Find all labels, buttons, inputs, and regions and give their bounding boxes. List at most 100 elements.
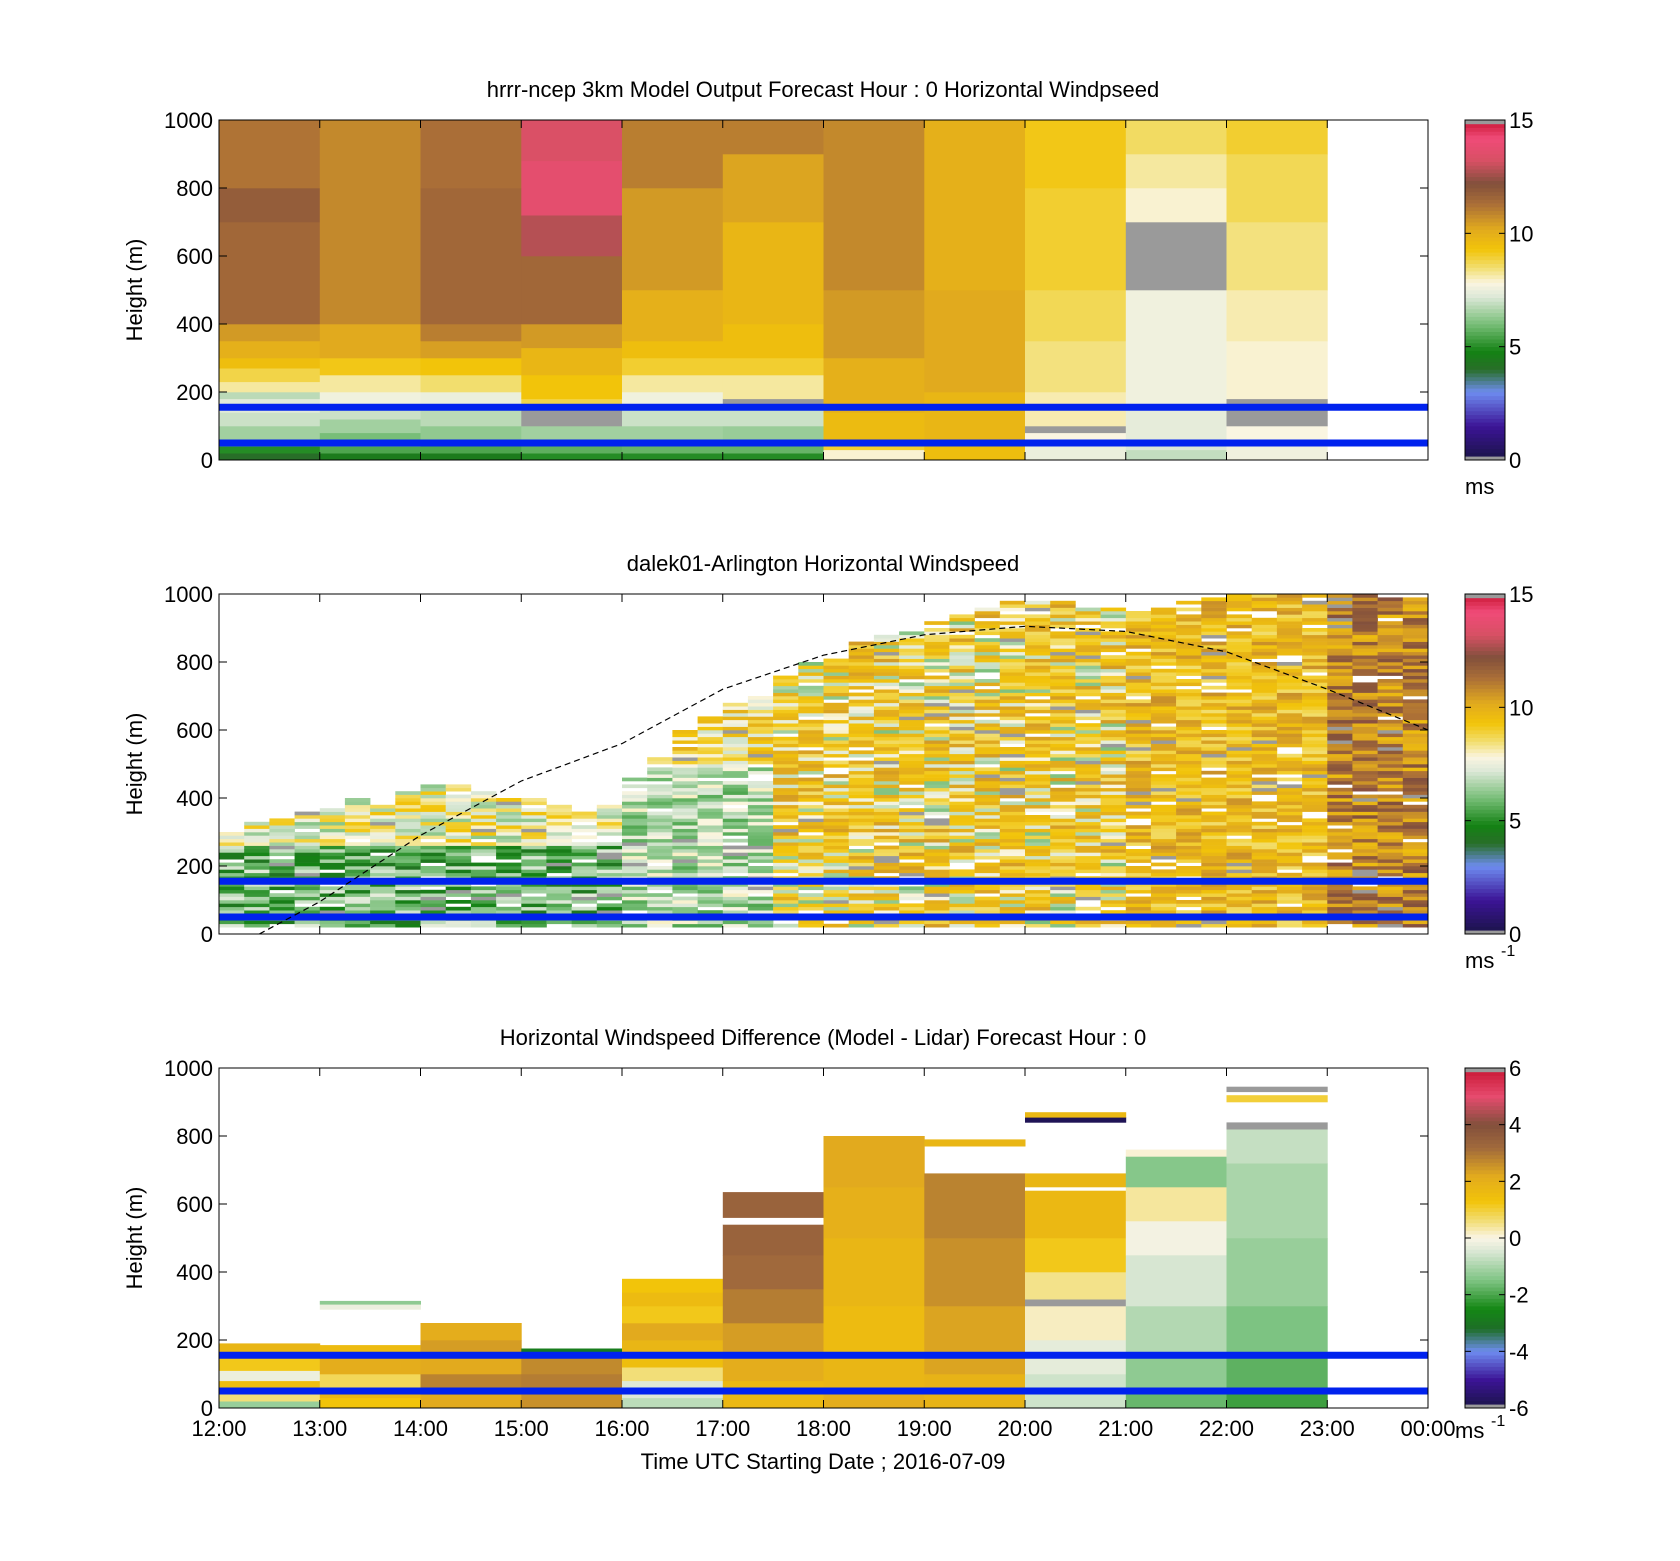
heatmap-cell (1327, 838, 1353, 843)
heatmap-cell (999, 709, 1026, 714)
heatmap-cell (596, 883, 623, 887)
heatmap-cell (672, 733, 698, 738)
heatmap-cell (622, 1323, 724, 1341)
heatmap-cell (1201, 845, 1227, 850)
heatmap-cell (1201, 784, 1227, 789)
heatmap-cell (219, 849, 245, 853)
heatmap-cell (1276, 600, 1303, 605)
heatmap-cell (999, 753, 1026, 758)
heatmap-cell (999, 631, 1026, 636)
heatmap-cell (1125, 906, 1152, 911)
colorbar-frame (1464, 119, 1506, 461)
heatmap-cell (1402, 791, 1428, 795)
heatmap-cell (899, 791, 925, 795)
heatmap-cell (899, 689, 925, 693)
heatmap-cell (294, 883, 321, 887)
heatmap-cell (1201, 794, 1227, 799)
heatmap-cell (1201, 706, 1227, 710)
heatmap-cell (1352, 781, 1378, 785)
heatmap-cell (1302, 825, 1328, 829)
colorbar-segment (1465, 354, 1505, 359)
heatmap-cell (974, 808, 1001, 812)
colorbar-segment (1465, 1230, 1505, 1235)
heatmap-cell (1150, 675, 1177, 680)
heatmap-cell (924, 821, 950, 826)
heatmap-cell (1276, 920, 1303, 925)
colorbar-segment (1465, 1275, 1505, 1280)
heatmap-cell (1352, 665, 1378, 670)
heatmap-cell (722, 920, 749, 925)
heatmap-cell (999, 665, 1026, 670)
heatmap-cell (899, 828, 925, 833)
heatmap-cell (1025, 835, 1051, 840)
heatmap-cell (949, 828, 975, 833)
heatmap-cell (873, 774, 900, 778)
heatmap-cell (1302, 781, 1328, 785)
heatmap-cell (722, 869, 749, 874)
heatmap-cell (319, 842, 346, 846)
heatmap-cell (899, 665, 925, 670)
heatmap-cell (672, 815, 698, 819)
heatmap-cell (1377, 784, 1404, 789)
heatmap-cell (1100, 655, 1127, 659)
heatmap-cell (924, 716, 950, 721)
heatmap-cell (1251, 869, 1278, 874)
heatmap-cell (1352, 923, 1378, 928)
heatmap-cell (924, 784, 950, 789)
colorbar-segment (1465, 176, 1505, 181)
heatmap-cell (470, 832, 497, 836)
heatmap-cell (924, 906, 950, 911)
heatmap-cell (1050, 757, 1076, 761)
heatmap-cell (823, 910, 849, 914)
heatmap-cell (1302, 651, 1328, 656)
heatmap-cell (747, 883, 774, 887)
heatmap-cell (1352, 617, 1378, 622)
colorbar-segment (1465, 669, 1505, 674)
heatmap-cell (1125, 872, 1152, 877)
heatmap-cell (395, 923, 421, 928)
heatmap-cell (899, 662, 925, 666)
heatmap-cell (823, 743, 849, 748)
heatmap-cell (747, 770, 774, 775)
heatmap-cell (1377, 804, 1404, 809)
colorbar-segment (1465, 646, 1505, 652)
heatmap-cell (1176, 634, 1202, 639)
heatmap-cell (1150, 811, 1177, 816)
heatmap-cell (1327, 920, 1353, 925)
heatmap-cell (873, 859, 900, 863)
colorbar-segment (1465, 1196, 1505, 1201)
heatmap-cell (823, 679, 849, 683)
heatmap-cell (1352, 621, 1378, 625)
heatmap-cell (924, 747, 950, 751)
heatmap-cell (924, 679, 950, 683)
heatmap-cell (1075, 662, 1101, 666)
heatmap-cell (1276, 726, 1303, 731)
heatmap-cell (747, 753, 774, 758)
heatmap-cell (747, 747, 774, 751)
heatmap-cell (974, 886, 1001, 891)
colorbar-segment (1465, 1317, 1505, 1322)
heatmap-cell (1150, 621, 1177, 625)
colorbar-segment (1465, 873, 1505, 878)
heatmap-cell (1201, 600, 1227, 605)
heatmap-cell (1276, 682, 1303, 687)
heatmap-cell (773, 777, 799, 782)
x-tick-label: 21:00 (1098, 1416, 1153, 1441)
heatmap-cell (773, 818, 799, 823)
heatmap-cell (1050, 675, 1076, 680)
colorbar-segment (1465, 1083, 1505, 1088)
heatmap-cell (1251, 835, 1278, 840)
heatmap-cell (773, 855, 799, 860)
heatmap-cell (1125, 832, 1152, 836)
colorbar-segment (1465, 839, 1505, 844)
heatmap-cell (722, 426, 824, 444)
heatmap-cell (1402, 702, 1428, 707)
heatmap-cell (1176, 787, 1202, 792)
heatmap-cell (521, 215, 623, 257)
heatmap-cell (1201, 801, 1227, 806)
heatmap-cell (672, 825, 698, 829)
heatmap-cell (1100, 716, 1127, 721)
heatmap-cell (1176, 662, 1202, 666)
colorbar-segment (1465, 358, 1505, 363)
